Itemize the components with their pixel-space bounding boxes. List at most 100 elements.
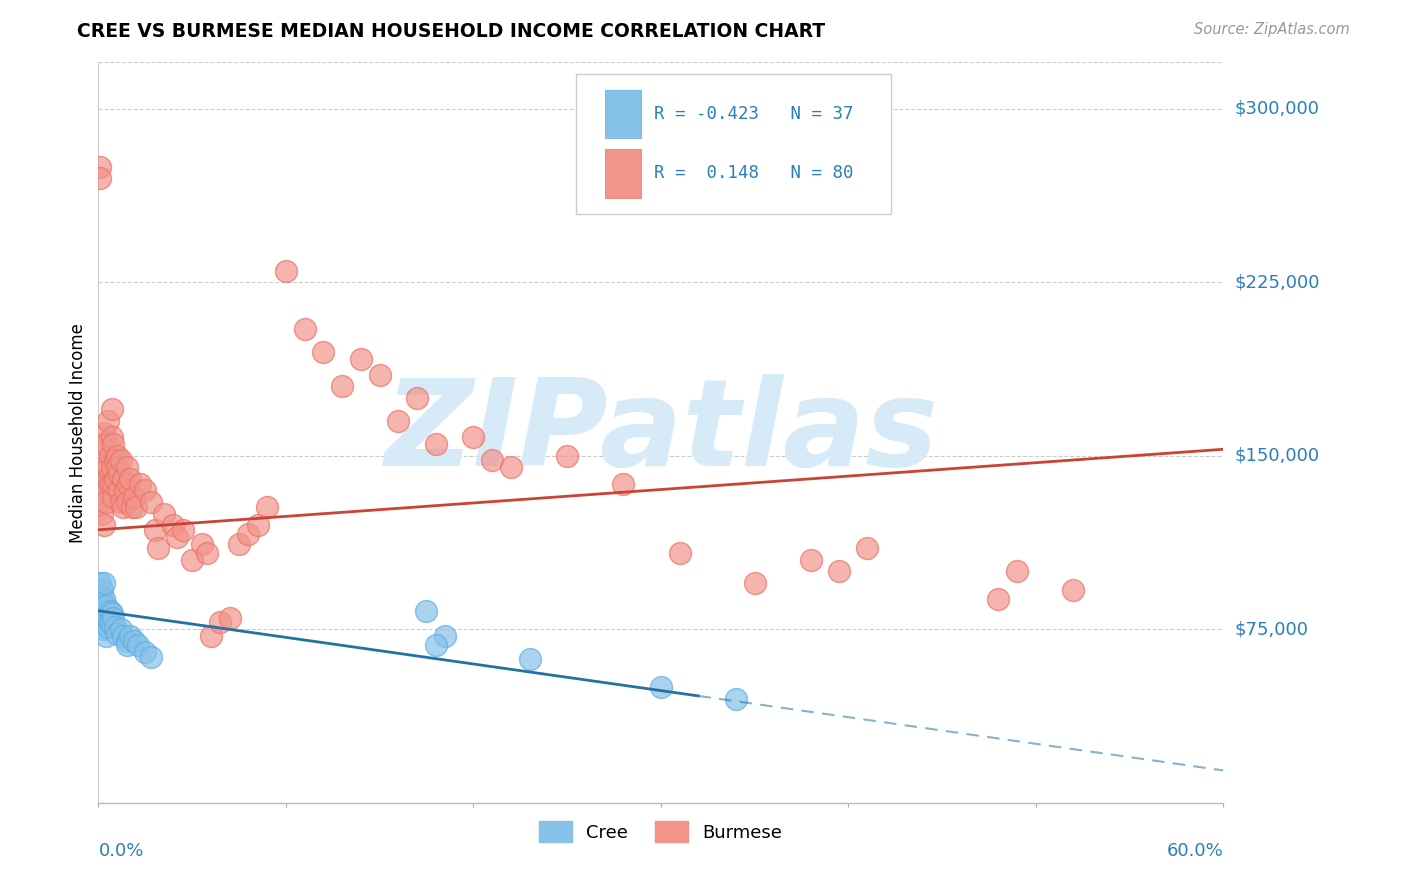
Point [98,604,121,618]
Legend: Cree, Burmese: Cree, Burmese [533,814,789,849]
Point [97,472,120,486]
Text: $300,000: $300,000 [1234,100,1319,118]
FancyBboxPatch shape [605,150,641,197]
Point [425,639,447,653]
Point [100,460,122,475]
Point [190,536,212,550]
Point [103,491,125,505]
Point [134,483,156,498]
Point [172,523,194,537]
Point [856,541,879,556]
Point [134,645,156,659]
Point [415,604,437,618]
Point [91,472,114,486]
Text: $150,000: $150,000 [1234,447,1319,465]
Point [519,652,541,666]
Point [93,425,115,440]
Text: 60.0%: 60.0% [1167,842,1223,860]
Point [105,449,128,463]
Point [98,476,121,491]
Y-axis label: Median Household Income: Median Household Income [69,323,87,542]
Point [89,576,111,591]
Text: Source: ZipAtlas.com: Source: ZipAtlas.com [1194,22,1350,37]
Point [103,437,125,451]
Point [238,527,260,541]
Point [122,491,145,505]
Point [143,523,166,537]
Point [97,414,120,428]
FancyBboxPatch shape [605,90,641,138]
Point [166,530,188,544]
Point [97,460,120,475]
Text: R =  0.148   N = 80: R = 0.148 N = 80 [654,164,853,183]
Point [153,507,176,521]
Point [98,615,121,630]
Point [111,629,134,643]
Point [499,460,522,475]
Point [89,588,111,602]
Point [434,629,457,643]
Point [94,437,117,451]
Point [139,650,162,665]
Point [120,472,142,486]
Point [139,495,162,509]
Point [110,495,132,509]
Text: ZIPatlas: ZIPatlas [384,374,938,491]
FancyBboxPatch shape [576,73,891,214]
Point [91,437,114,451]
Point [104,453,127,467]
Text: $75,000: $75,000 [1234,620,1309,639]
Point [724,691,747,706]
Point [828,565,851,579]
Point [91,507,114,521]
Text: 0.0%: 0.0% [98,842,143,860]
Point [481,453,503,467]
Point [800,553,823,567]
Point [368,368,391,382]
Point [108,483,131,498]
Point [330,379,353,393]
Point [115,460,138,475]
Point [120,629,142,643]
Point [425,437,447,451]
Point [195,546,218,560]
Point [987,592,1010,607]
Point [350,351,373,366]
Point [100,606,122,620]
Point [115,639,138,653]
Point [98,449,121,463]
Point [744,576,766,591]
Point [104,620,127,634]
Point [89,160,111,174]
Point [105,627,128,641]
Point [100,430,122,444]
Point [228,536,250,550]
Point [103,476,125,491]
Point [181,553,204,567]
Point [294,321,316,335]
Point [162,518,184,533]
Point [122,633,145,648]
Point [256,500,278,514]
Point [100,402,122,417]
Point [93,592,115,607]
Point [127,639,149,653]
Point [650,680,672,694]
Text: $225,000: $225,000 [1234,273,1320,291]
Point [94,610,117,624]
Point [114,483,136,498]
Point [128,476,150,491]
Point [209,615,232,630]
Point [555,449,578,463]
Point [91,615,114,630]
Text: R = -0.423   N = 37: R = -0.423 N = 37 [654,105,853,123]
Point [612,476,634,491]
Point [89,592,111,607]
Point [94,599,117,614]
Point [93,460,115,475]
Point [200,629,222,643]
Point [91,599,114,614]
Point [125,500,148,514]
Point [110,453,132,467]
Point [312,344,335,359]
